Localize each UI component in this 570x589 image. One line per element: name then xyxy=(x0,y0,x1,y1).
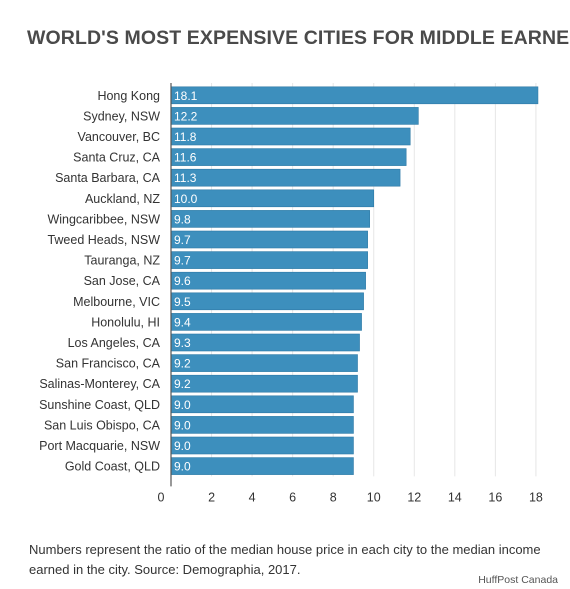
bar xyxy=(170,230,368,249)
value-label: 12.2 xyxy=(174,109,198,123)
value-label: 9.2 xyxy=(174,357,191,371)
bar xyxy=(170,374,358,393)
chart-title: WORLD'S MOST EXPENSIVE CITIES FOR MIDDLE… xyxy=(27,27,570,49)
bar xyxy=(170,251,368,269)
bar xyxy=(170,436,354,455)
value-label: 18.1 xyxy=(174,89,198,103)
category-label: Sunshine Coast, QLD xyxy=(39,398,160,412)
bar xyxy=(170,189,375,208)
category-label: Vancouver, BC xyxy=(78,130,160,144)
bar xyxy=(170,292,364,311)
category-label: San Francisco, CA xyxy=(56,357,161,371)
value-label: 9.3 xyxy=(174,336,191,350)
value-label: 9.4 xyxy=(174,315,191,329)
x-tick-label: 2 xyxy=(208,490,215,504)
chart-caption: Numbers represent the ratio of the media… xyxy=(29,542,541,577)
value-label: 9.0 xyxy=(174,460,191,474)
x-tick-label: 18 xyxy=(529,490,543,504)
value-label: 9.7 xyxy=(174,254,191,268)
category-label: Salinas-Monterey, CA xyxy=(39,377,160,391)
bar xyxy=(170,86,539,105)
x-tick-label: 14 xyxy=(448,490,462,504)
x-tick-label: 0 xyxy=(158,490,165,504)
category-label: San Luis Obispo, CA xyxy=(44,418,161,432)
bar xyxy=(170,107,419,125)
value-label: 11.6 xyxy=(174,151,197,165)
category-label: Tauranga, NZ xyxy=(84,254,160,268)
bar-chart: Hong Kong Sydney, NSW Vancouver, BC Santa C… xyxy=(39,83,543,504)
category-label: Santa Cruz, CA xyxy=(73,151,161,165)
x-tick-label: 10 xyxy=(367,490,381,504)
category-label: Port Macquarie, NSW xyxy=(39,439,160,453)
bar xyxy=(170,127,411,146)
value-label: 9.7 xyxy=(174,233,191,247)
bar xyxy=(170,395,354,414)
value-label: 9.5 xyxy=(174,295,191,309)
value-label: 11.8 xyxy=(174,130,197,144)
category-label: Gold Coast, QLD xyxy=(65,460,160,474)
bars xyxy=(170,86,539,475)
bar xyxy=(170,168,401,187)
category-label: Sydney, NSW xyxy=(83,109,160,123)
x-tick-labels: 0 2 4 6 8 10 12 14 16 18 xyxy=(158,490,543,504)
source-credit: HuffPost Canada xyxy=(478,574,558,586)
bar xyxy=(170,416,354,434)
category-label: Auckland, NZ xyxy=(85,192,160,206)
bar xyxy=(170,354,358,372)
value-label: 9.0 xyxy=(174,398,191,412)
category-label: Wingcaribbee, NSW xyxy=(47,212,160,226)
value-label: 9.0 xyxy=(174,418,191,432)
category-label: Melbourne, VIC xyxy=(73,295,160,309)
bar xyxy=(170,210,370,228)
bar xyxy=(170,313,362,331)
value-label: 9.8 xyxy=(174,212,191,226)
value-label: 11.3 xyxy=(174,171,197,185)
bar xyxy=(170,148,407,166)
value-label: 9.6 xyxy=(174,274,191,288)
value-label: 10.0 xyxy=(174,192,198,206)
category-label: Honolulu, HI xyxy=(91,315,160,329)
x-tick-label: 4 xyxy=(249,490,256,504)
x-tick-label: 8 xyxy=(330,490,337,504)
category-label: San Jose, CA xyxy=(84,274,161,288)
value-labels: 18.1 12.2 11.8 11.6 11.3 10.0 9.8 9.7 9.7 9.6 9.5 9… xyxy=(174,89,198,474)
category-label: Los Angeles, CA xyxy=(68,336,161,350)
value-label: 9.0 xyxy=(174,439,191,453)
category-labels: Hong Kong Sydney, NSW Vancouver, BC Santa C… xyxy=(39,89,161,474)
x-tick-label: 6 xyxy=(289,490,296,504)
x-tick-label: 12 xyxy=(407,490,421,504)
x-tick-label: 16 xyxy=(488,490,502,504)
category-label: Santa Barbara, CA xyxy=(55,171,161,185)
bar xyxy=(170,271,366,290)
category-label: Hong Kong xyxy=(97,89,160,103)
bar xyxy=(170,333,360,352)
value-label: 9.2 xyxy=(174,377,191,391)
bar xyxy=(170,457,354,475)
category-label: Tweed Heads, NSW xyxy=(47,233,160,247)
